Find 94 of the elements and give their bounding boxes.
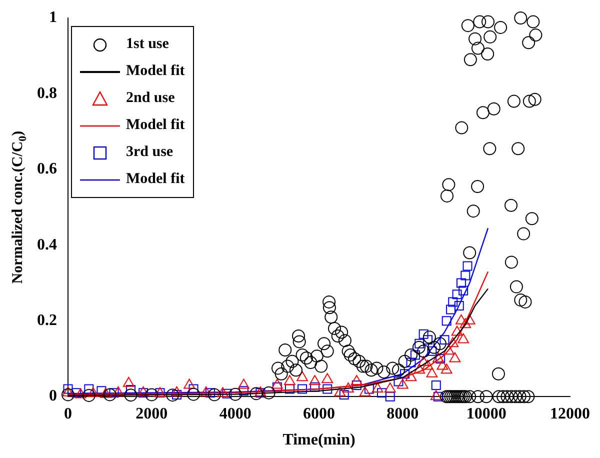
point [440, 364, 452, 374]
point [410, 350, 420, 360]
point [284, 384, 294, 394]
point [74, 388, 86, 398]
point [296, 371, 308, 382]
point [406, 358, 416, 368]
point [442, 344, 454, 355]
point [432, 352, 444, 362]
point [372, 382, 384, 393]
point [418, 356, 430, 366]
point [352, 380, 362, 390]
point [310, 382, 320, 392]
point [238, 378, 250, 389]
point [238, 386, 248, 396]
point [452, 290, 462, 300]
legend-label: 3rd use [126, 144, 174, 161]
y-tick-label: 0.6 [37, 160, 57, 178]
legend-label: Model fit [126, 117, 185, 134]
x-tick-label: 2000 [136, 405, 168, 422]
point [200, 386, 212, 396]
point [451, 326, 463, 336]
point [309, 374, 321, 385]
point [377, 388, 386, 398]
point [414, 364, 426, 374]
point [456, 314, 467, 324]
point [188, 384, 198, 394]
y-tick-label: 0 [49, 388, 57, 405]
point [87, 387, 99, 398]
x-tick-label: 10000 [466, 405, 506, 422]
x-tick-label: 12000 [550, 405, 590, 422]
legend-label: 2nd use [126, 90, 175, 107]
point [184, 378, 196, 389]
point [418, 329, 428, 339]
point [430, 390, 442, 400]
point [84, 384, 94, 394]
point [339, 390, 349, 400]
point [364, 384, 374, 394]
point [449, 352, 461, 362]
legend-label: 1st use [126, 36, 169, 53]
x-tick-label: 4000 [219, 405, 252, 422]
y-tick-label: 1 [49, 9, 57, 26]
point [322, 373, 334, 384]
point [458, 333, 470, 344]
point [322, 384, 332, 394]
point [462, 261, 472, 271]
point [350, 374, 362, 385]
point [385, 392, 395, 402]
point [63, 384, 73, 394]
point [72, 388, 82, 398]
y-tick-label: 0.8 [37, 84, 57, 102]
point [460, 270, 470, 280]
point [272, 382, 282, 392]
point [422, 360, 434, 370]
y-axis-title: Normalized conc.(C/C0) [10, 130, 29, 284]
x-tick-label: 0 [64, 405, 72, 422]
point [405, 371, 417, 382]
point [436, 360, 448, 370]
legend-label: Model fit [126, 63, 185, 80]
y-tick-label: 0.2 [37, 312, 57, 330]
point [112, 386, 124, 396]
legend-label: Model fit [126, 171, 185, 188]
point [447, 337, 459, 348]
point [342, 382, 354, 393]
point [359, 386, 371, 396]
point [460, 318, 472, 328]
point [62, 386, 74, 396]
point [298, 384, 308, 394]
point [433, 392, 443, 402]
point [456, 278, 466, 288]
point [334, 386, 346, 396]
point [458, 286, 468, 296]
point [442, 316, 452, 326]
x-tick-label: 8000 [386, 405, 419, 422]
point [426, 367, 438, 378]
point [464, 314, 476, 324]
point [396, 378, 408, 389]
x-axis-title: Time(min) [282, 432, 356, 449]
point [400, 369, 410, 379]
point [122, 376, 134, 387]
point [431, 380, 441, 390]
point [384, 382, 396, 393]
point [394, 376, 404, 386]
y-tick-label: 0.4 [37, 236, 57, 254]
point [448, 297, 458, 307]
point [217, 387, 228, 398]
point [271, 378, 283, 389]
point [454, 300, 464, 310]
point [222, 388, 232, 398]
point [436, 354, 446, 364]
x-tick-label: 6000 [303, 405, 335, 422]
point [100, 388, 112, 398]
point [446, 304, 456, 314]
point [171, 386, 182, 396]
point [284, 374, 296, 385]
